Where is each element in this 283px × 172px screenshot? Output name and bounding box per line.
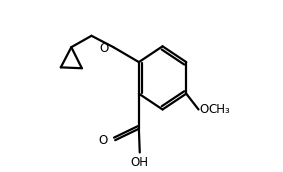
Text: O: O: [200, 103, 209, 116]
Text: O: O: [100, 42, 109, 55]
Text: CH₃: CH₃: [208, 103, 230, 116]
Text: O: O: [98, 134, 107, 147]
Text: OH: OH: [131, 156, 149, 169]
